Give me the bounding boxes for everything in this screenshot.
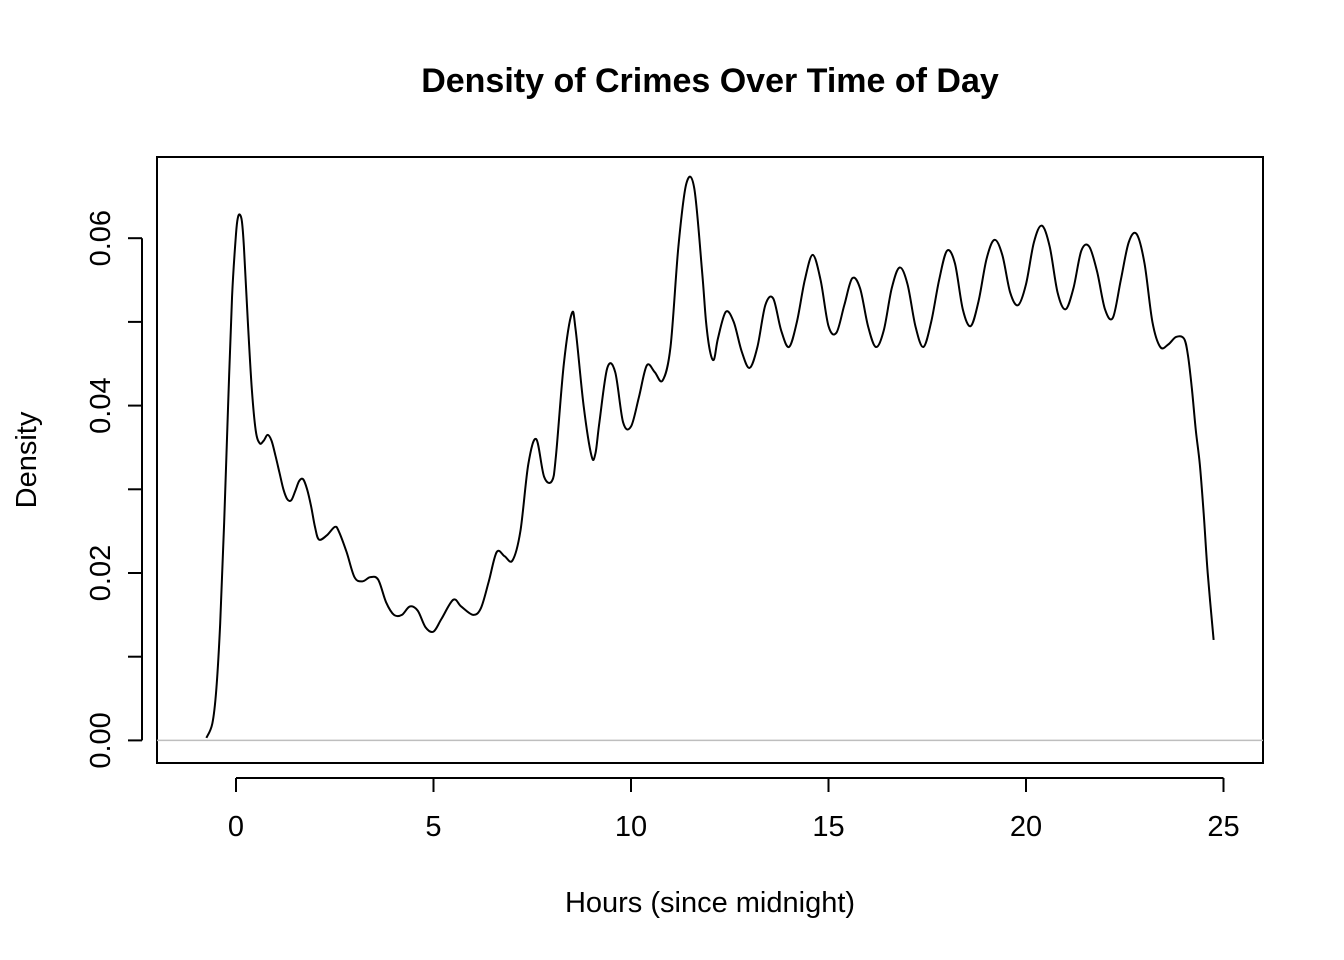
y-tick-label: 0.04 xyxy=(85,377,117,433)
x-tick-label: 0 xyxy=(228,811,244,843)
x-axis: 0 5 10 15 20 25 xyxy=(228,777,1240,843)
y-axis: 0.00 0.02 0.04 0.06 xyxy=(85,210,143,769)
x-tick-label: 10 xyxy=(615,811,647,843)
y-axis-label: Density xyxy=(11,411,43,508)
density-curve xyxy=(205,175,1215,739)
x-tick-label: 15 xyxy=(812,811,844,843)
x-tick-label: 25 xyxy=(1207,811,1239,843)
plot-frame xyxy=(156,156,1264,764)
x-axis-label: Hours (since midnight) xyxy=(565,887,855,919)
y-tick-label: 0.00 xyxy=(85,712,117,768)
y-tick-label: 0.06 xyxy=(85,210,117,266)
x-tick-label: 5 xyxy=(425,811,441,843)
y-tick-label: 0.02 xyxy=(85,545,117,601)
chart-title: Density of Crimes Over Time of Day xyxy=(421,62,999,100)
x-tick-label: 20 xyxy=(1010,811,1042,843)
